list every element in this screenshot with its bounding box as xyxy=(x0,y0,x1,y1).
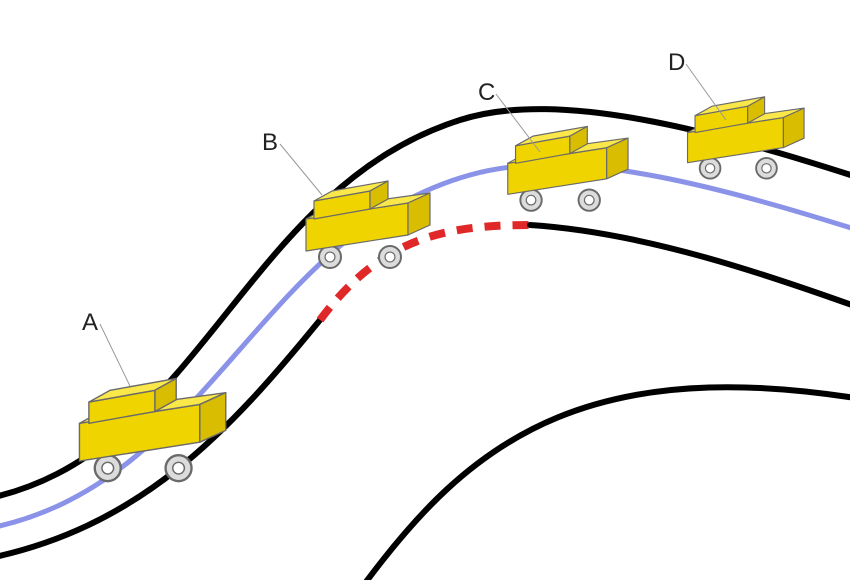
road-diagram: A B C D xyxy=(0,0,850,580)
label-d: D xyxy=(668,49,685,76)
label-c: C xyxy=(478,79,495,106)
label-b: B xyxy=(262,129,278,156)
label-a: A xyxy=(82,309,98,336)
background xyxy=(0,0,850,580)
